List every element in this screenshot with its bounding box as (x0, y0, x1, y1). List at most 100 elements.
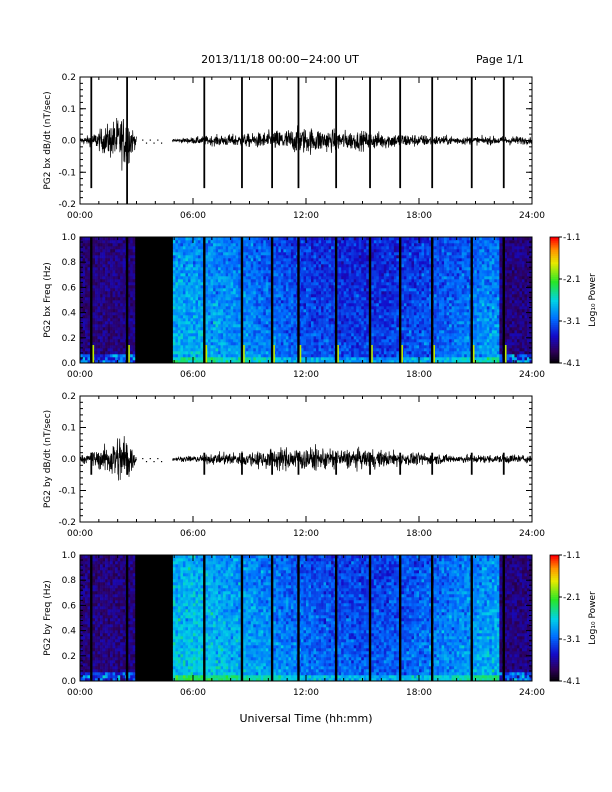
heatmap-cell (137, 300, 141, 304)
heatmap-cell (185, 258, 189, 262)
heatmap-cell (230, 288, 234, 292)
heatmap-cell (346, 312, 349, 316)
heatmap-cell (137, 351, 141, 355)
heatmap-cell (285, 282, 289, 286)
heatmap-cell (351, 294, 355, 298)
heatmap-cell (321, 276, 324, 280)
heatmap-cell (235, 267, 239, 271)
heatmap-cell (107, 357, 111, 361)
heatmap-cell (165, 315, 169, 319)
heatmap-cell (328, 294, 332, 298)
heatmap-cell (351, 264, 355, 268)
heatmap-cell (250, 351, 254, 355)
heatmap-cell (110, 237, 113, 241)
heatmap-cell (318, 348, 322, 352)
heatmap-cell (137, 318, 141, 322)
heatmap-cell (165, 339, 169, 343)
heatmap-cell (245, 261, 249, 265)
heatmap-cell (308, 237, 312, 241)
heatmap-cell (165, 276, 169, 280)
heatmap-cell (361, 273, 365, 277)
heatmap-cell (248, 261, 252, 265)
heatmap-cell (220, 270, 224, 274)
heatmap-cell (253, 288, 257, 292)
heatmap-cell (132, 255, 136, 259)
heatmap-cell (248, 249, 252, 253)
heatmap-cell (145, 360, 149, 364)
heatmap-cell (313, 354, 317, 358)
heatmap-cell (275, 243, 279, 247)
heatmap-cell (150, 345, 154, 349)
heatmap-cell (290, 333, 294, 337)
heatmap-cell (150, 285, 154, 289)
heatmap-cell (82, 246, 86, 250)
heatmap-cell (323, 270, 327, 274)
heatmap-cell (157, 255, 161, 259)
heatmap-cell (182, 339, 186, 343)
heatmap-cell (363, 255, 367, 259)
heatmap-cell (193, 354, 196, 358)
heatmap-cell (265, 324, 269, 328)
heatmap-cell (245, 258, 249, 262)
heatmap-cell (155, 252, 159, 256)
heatmap-cell (238, 357, 242, 361)
heatmap-cell (228, 297, 231, 301)
heatmap-cell (187, 258, 191, 262)
heatmap-cell (105, 273, 108, 277)
heatmap-cell (361, 270, 365, 274)
heatmap-cell (152, 348, 156, 352)
heatmap-cell (311, 240, 314, 244)
heatmap-cell (190, 246, 194, 250)
heatmap-cell (273, 300, 277, 304)
heatmap-cell (235, 279, 239, 283)
heatmap-cell (248, 267, 252, 271)
heatmap-cell (363, 279, 367, 283)
heatmap-cell (245, 294, 249, 298)
heatmap-cell (225, 318, 229, 322)
heatmap-cell (175, 258, 179, 262)
heatmap-cell (285, 294, 289, 298)
heatmap-cell (225, 246, 229, 250)
heatmap-cell (137, 273, 141, 277)
heatmap-cell (278, 357, 282, 361)
heatmap-cell (321, 267, 324, 271)
heatmap-cell (105, 282, 108, 286)
heatmap-cell (157, 237, 161, 241)
heatmap-cell (230, 312, 234, 316)
heatmap-cell (238, 291, 242, 295)
heatmap-cell (285, 300, 289, 304)
heatmap-cell (112, 273, 116, 277)
heatmap-cell (353, 240, 357, 244)
heatmap-cell (208, 330, 211, 334)
heatmap-cell (162, 297, 166, 301)
heatmap-cell (248, 270, 252, 274)
heatmap-cell (366, 306, 370, 310)
heatmap-cell (228, 276, 231, 280)
heatmap-cell (318, 246, 322, 250)
heatmap-cell (308, 288, 312, 292)
heatmap-cell (343, 243, 347, 247)
heatmap-cell (303, 303, 307, 307)
heatmap-cell (313, 294, 317, 298)
heatmap-cell (343, 327, 347, 331)
heatmap-cell (331, 357, 334, 361)
heatmap-cell (273, 255, 277, 259)
heatmap-cell (200, 330, 204, 334)
heatmap-cell (208, 345, 211, 349)
heatmap-cell (348, 336, 352, 340)
heatmap-cell (117, 264, 121, 268)
heatmap-cell (167, 333, 171, 337)
heatmap-cell (220, 237, 224, 241)
heatmap-cell (233, 306, 236, 310)
heatmap-cell (265, 318, 269, 322)
heatmap-cell (160, 342, 164, 346)
heatmap-cell (351, 330, 355, 334)
heatmap-cell (195, 300, 199, 304)
heatmap-cell (300, 303, 304, 307)
heatmap-cell (253, 345, 257, 349)
heatmap-cell (172, 264, 176, 268)
heatmap-cell (238, 348, 242, 352)
heatmap-cell (361, 324, 365, 328)
heatmap-cell (255, 342, 259, 346)
heatmap-cell (338, 237, 342, 241)
